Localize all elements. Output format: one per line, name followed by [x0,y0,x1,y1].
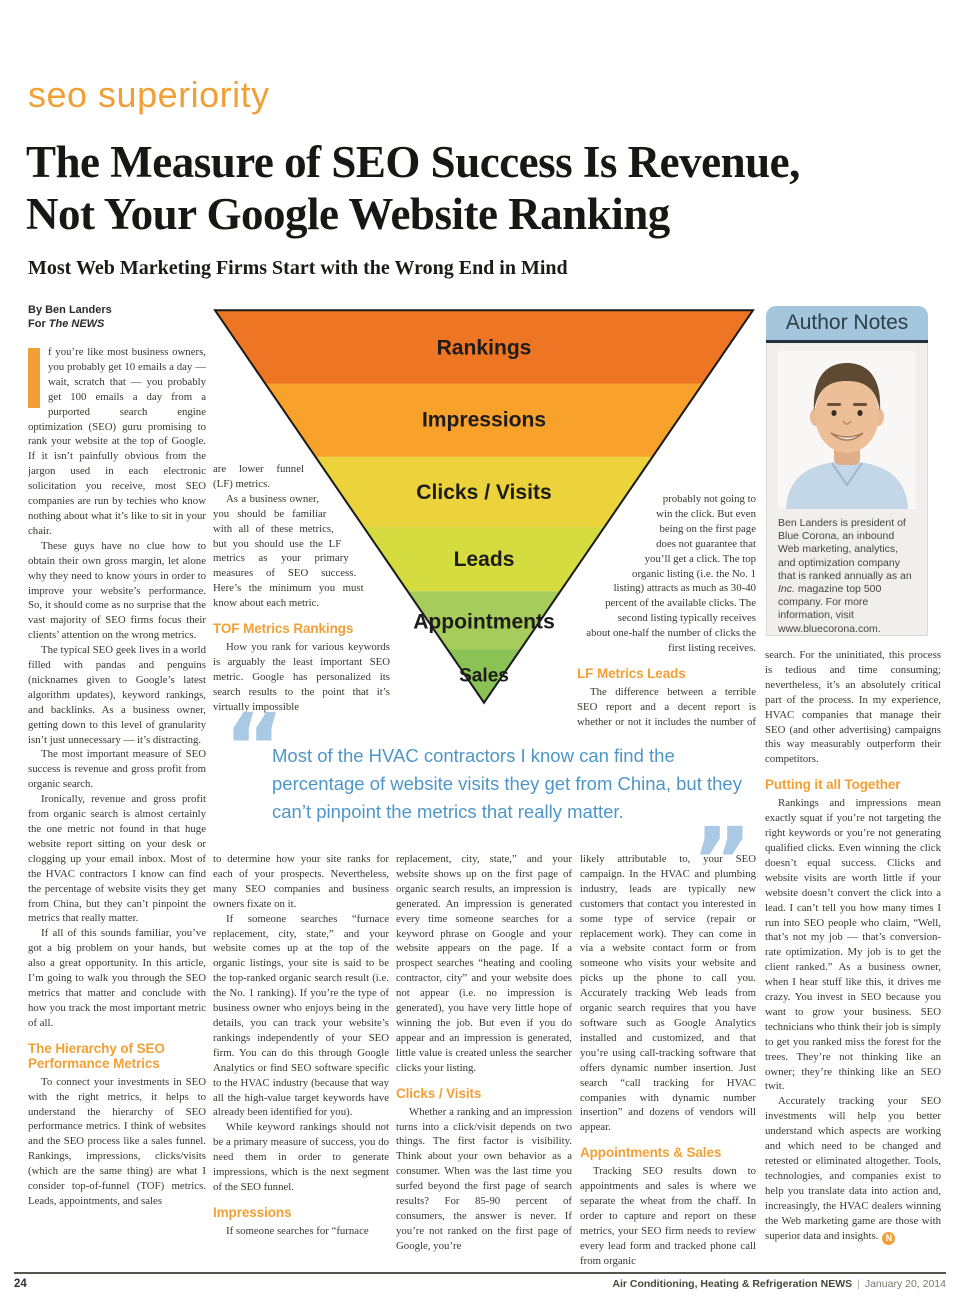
paragraph: are lower funnel (LF) metrics. [213,463,304,490]
section-heading-lf-leads: LF Metrics Leads [577,665,686,681]
column-4-upper: probably not going to win the click. But… [577,492,756,732]
paragraph: The typical SEO geek lives in a world fi… [28,644,206,746]
column-5: search. For the uninitiated, this proces… [765,648,941,1270]
section-heading-appointments-sales: Appointments & Sales [580,1145,722,1161]
funnel-band-impressions [265,383,703,457]
paragraph: If all of this sounds familiar, you’ve g… [28,927,206,1029]
author-notes-box: Author Notes Ben Landers is president of… [766,306,928,636]
author-notes-title: Author Notes [766,306,928,343]
title-line-2: Not Your Google Website Ranking [26,189,670,239]
footer-publication: Air Conditioning, Heating & Refrigeratio… [612,1278,853,1290]
paragraph: The most important measure of SEO succes… [28,748,206,791]
footer-date: January 20, 2014 [864,1278,946,1290]
drop-cap-i: I [28,348,40,408]
column-2-upper: are lower funnel (LF) metrics. As a busi… [213,462,390,722]
funnel-band-rankings [215,310,753,384]
column-4-lower: likely attributable to, your SEO campaig… [580,852,756,1270]
paragraph: probably not going to win the click. But… [586,493,756,655]
author-photo [778,351,916,509]
section-heading-putting-it-together: Putting it all Together [765,777,901,793]
byline-pub-name: The NEWS [48,318,105,330]
funnel-label-sales: Sales [459,666,509,687]
page-footer: 24 Air Conditioning, Heating & Refrigera… [14,1272,946,1290]
section-heading-clicks-visits: Clicks / Visits [396,1085,482,1101]
funnel-band-appointments [407,591,561,650]
funnel-label-clicks: Clicks / Visits [416,481,551,504]
caption-inc-italic: Inc. [778,583,795,596]
section-heading-tof-rankings: TOF Metrics Rankings [213,621,354,637]
open-quote-icon: “ [224,694,285,801]
paragraph: As a business owner, you should be famil… [213,492,364,610]
paragraph-final: Accurately tracking your SEO investments… [765,1094,941,1245]
funnel-outline [213,309,755,705]
column-3-lower: replacement, city, state,” and your webs… [396,852,572,1270]
close-quote-icon: ” [691,808,752,915]
paragraph: Ironically, revenue and gross profit fro… [28,793,206,925]
byline-publication: For The NEWS [28,317,112,331]
section-heading-impressions: Impressions [213,1204,292,1220]
title-line-1: The Measure of SEO Success Is Revenue, [26,137,800,187]
funnel-band-clicks [315,456,653,528]
paragraph: The difference between a terrible SEO re… [577,685,756,732]
footer-separator: | [857,1278,860,1290]
funnel-label-impressions: Impressions [422,409,546,432]
end-of-article-icon: N [882,1231,896,1245]
page-number: 24 [14,1278,27,1290]
author-notes-body: Ben Landers is president of Blue Corona,… [766,343,928,636]
column-1: If you’re like most business owners, you… [28,345,206,1268]
section-heading-hierarchy: The Hierarchy of SEO Performance Metrics [28,1040,165,1071]
article-title: The Measure of SEO Success Is Revenue, N… [26,136,936,240]
paragraph-intro: If you’re like most business owners, you… [28,345,206,539]
paragraph: These guys have no clue how to obtain th… [28,539,206,642]
paragraph: If someone searches “furnace replacement… [213,912,389,1119]
funnel-svg: Rankings Impressions Clicks / Visits Lea… [213,309,755,705]
paragraph-final-text: Accurately tracking your SEO investments… [765,1095,941,1242]
paragraph: replacement, city, state,” and your webs… [396,853,572,1074]
funnel-band-sales [447,649,521,703]
byline-author: By Ben Landers [28,304,112,316]
paragraph: search. For the uninitiated, this proces… [765,649,941,766]
paragraph: If someone searches for “furnace [226,1224,369,1237]
byline: By Ben Landers For The NEWS [28,303,112,331]
funnel-band-leads [363,527,605,592]
paragraph: How you rank for various keywords is arg… [213,641,390,713]
pull-quote-text: Most of the HVAC contractors I know can … [272,745,742,822]
caption-text: Ben Landers is president of Blue Corona,… [778,517,912,582]
paragraph-intro-text: f you’re like most business owners, you … [28,346,206,537]
paragraph: While keyword rankings should not be a p… [213,1121,389,1193]
author-caption: Ben Landers is president of Blue Corona,… [778,517,916,636]
byline-for: For [28,318,49,330]
article-subtitle: Most Web Marketing Firms Start with the … [28,257,568,279]
paragraph: To connect your investments in SEO with … [28,1075,206,1207]
paragraph: likely attributable to, your SEO campaig… [580,853,756,1134]
paragraph: Tracking SEO results down to appointment… [580,1165,756,1267]
paragraph: to determine how your site ranks for eac… [213,853,389,910]
column-2-lower: to determine how your site ranks for eac… [213,852,389,1270]
seo-funnel-diagram: Rankings Impressions Clicks / Visits Lea… [213,308,755,706]
kicker: seo superiority [28,74,270,115]
funnel-label-appointments: Appointments [413,610,555,633]
funnel-label-leads: Leads [454,548,515,571]
footer-publication-line: Air Conditioning, Heating & Refrigeratio… [612,1278,946,1290]
paragraph: Whether a ranking and an impression turn… [396,1105,572,1252]
funnel-label-rankings: Rankings [437,336,532,359]
pull-quote: “ Most of the HVAC contractors I know ca… [224,702,768,908]
caption-text-end: magazine top 500 company. For more infor… [778,583,882,635]
paragraph: Rankings and impressions mean exactly sq… [765,797,941,1093]
